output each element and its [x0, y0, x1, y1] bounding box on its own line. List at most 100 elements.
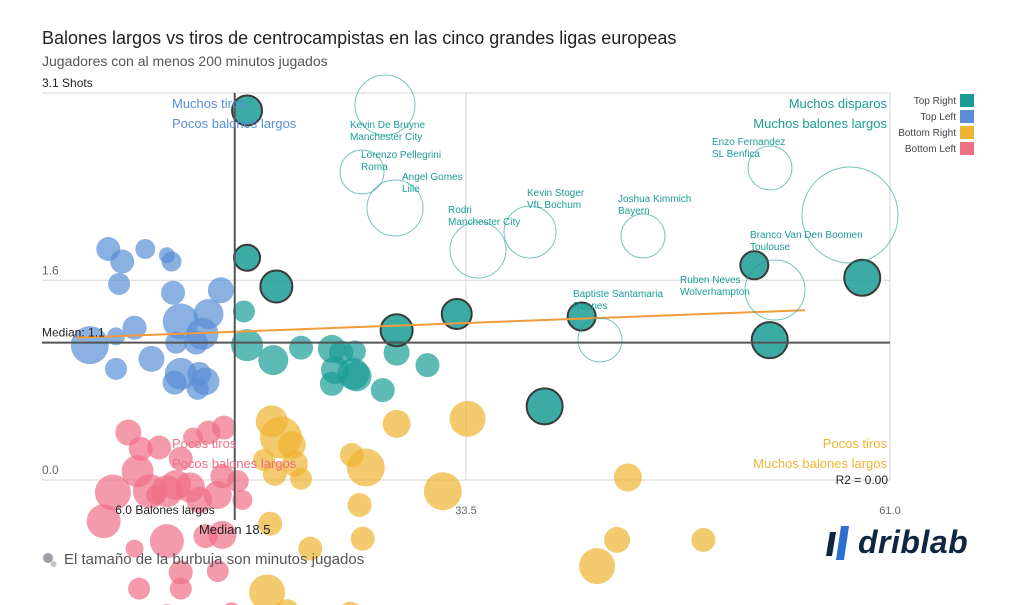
- annotation-player-name: Enzo Fernandez: [712, 137, 785, 148]
- annotation-player-team: Lille: [402, 184, 420, 195]
- bubble-bottom-left: [226, 470, 249, 493]
- quadrant-label-bottom-left: Pocos tiros: [172, 436, 237, 451]
- bubble-bottom-right: [347, 492, 372, 517]
- annotation-player-name: Angel Gomes: [402, 172, 463, 183]
- bubble-top-right: [370, 378, 395, 403]
- annotation-player-name: Joshua Kimmich: [618, 194, 691, 205]
- bubble-top-left: [135, 239, 156, 260]
- bubble-top-left: [138, 345, 165, 372]
- bubble-bottom-right: [258, 511, 283, 536]
- bubble-bottom-left: [147, 435, 172, 460]
- median-y-label: Median: 1.1: [42, 326, 105, 340]
- bubble-bottom-left: [169, 577, 192, 600]
- quadrant-label-top-right: Muchos disparos: [789, 96, 888, 111]
- annotation-connector: [744, 259, 806, 321]
- highlighted-bubble: [525, 387, 564, 426]
- bubble-bottom-left: [211, 415, 236, 440]
- y-tick-label: 0.0: [42, 463, 59, 477]
- bubble-bottom-right: [382, 409, 411, 438]
- annotation-connector: [339, 149, 385, 195]
- bubble-bottom-right: [262, 461, 287, 486]
- legend-swatch: [960, 94, 974, 107]
- footnote: El tamaño de la burbuja son minutos juga…: [42, 551, 364, 568]
- bubble-bottom-left: [149, 524, 184, 559]
- bubble-top-left: [161, 251, 182, 272]
- highlighted-bubble: [440, 297, 473, 330]
- trendline-layer: [75, 309, 806, 339]
- brand: driblab: [822, 522, 968, 562]
- x-tick-label: 33.5: [455, 505, 476, 517]
- bubble-top-right: [258, 345, 289, 376]
- bubble-bottom-left: [125, 539, 144, 558]
- x-tick-label: 61.0: [879, 505, 900, 517]
- annotation-player-team: Toulouse: [750, 242, 790, 253]
- legend-label: Top Left: [920, 112, 956, 123]
- annotation-connector: [747, 145, 793, 191]
- bubble-bottom-right: [346, 448, 385, 487]
- highlighted-bubble: [566, 301, 597, 332]
- bubble-top-left: [105, 357, 128, 380]
- highlighted-bubble: [233, 243, 262, 272]
- bubble-top-right: [232, 300, 255, 323]
- annotation-player-team: Roma: [361, 162, 388, 173]
- bubble-bottom-left: [128, 436, 153, 461]
- bubble-top-right: [343, 340, 366, 363]
- highlighted-bubble: [231, 94, 264, 127]
- bubble-bottom-right: [604, 526, 631, 553]
- bubble-top-left: [70, 326, 109, 365]
- bubble-bottom-right: [290, 467, 313, 490]
- bubble-bottom-left: [86, 504, 121, 539]
- highlighted-bubble: [750, 321, 789, 360]
- legend-swatch: [960, 126, 974, 139]
- highlighted-bubble: [379, 313, 414, 348]
- bubble-top-right: [289, 335, 314, 360]
- annotation-connector: [577, 317, 623, 363]
- bubble-top-left: [186, 377, 209, 400]
- annotation-connector: [449, 221, 507, 279]
- bubble-top-left: [161, 280, 186, 305]
- brand-name: driblab: [858, 523, 969, 560]
- bubble-top-left: [110, 249, 135, 274]
- annotation-connector: [503, 205, 557, 259]
- bubble-bottom-left: [232, 489, 253, 510]
- bubble-bottom-left: [206, 560, 229, 583]
- bubble-top-left: [108, 273, 131, 296]
- legend: Top Right Top Left Bottom Right Bottom Left: [898, 94, 974, 155]
- annotation-player-name: Lorenzo Pellegrini: [361, 150, 441, 161]
- annotation-connector: [366, 179, 424, 237]
- bubble-bottom-left: [224, 602, 239, 605]
- legend-swatch: [960, 142, 974, 155]
- bubble-top-right: [415, 353, 440, 378]
- footnote-text: El tamaño de la burbuja son minutos juga…: [64, 551, 365, 568]
- annotation-player-name: Kevin Stoger: [527, 188, 585, 199]
- bubble-icon: [43, 552, 57, 567]
- annotation-player-name: Ruben Neves: [680, 275, 741, 286]
- quadrant-label-top-left: Muchos tiros: [172, 96, 246, 111]
- bubble-bottom-left: [203, 480, 232, 509]
- x-tick-label: 6.0 Balones largos: [115, 503, 214, 517]
- bubble-bottom-right: [350, 526, 375, 551]
- annotation-player-team: Manchester City: [448, 217, 520, 228]
- legend-swatch: [960, 110, 974, 123]
- bubble-bottom-left: [128, 577, 151, 600]
- driblab-logo-icon: [826, 526, 849, 560]
- bubble-top-right: [383, 339, 410, 366]
- quadrant-label-top-right: Muchos balones largos: [753, 116, 887, 131]
- legend-label: Bottom Right: [898, 128, 956, 139]
- annotation-connector: [620, 213, 666, 259]
- annotation-player-name: Branco Van Den Boomen: [750, 230, 863, 241]
- bubble-bottom-left: [168, 560, 193, 585]
- bubble-bottom-right: [579, 548, 616, 585]
- player-annotations: Kevin De Bruyne Manchester City Lorenzo Pe…: [339, 74, 899, 363]
- bubble-top-right: [319, 371, 344, 396]
- chart-subtitle: Jugadores con al menos 200 minutos jugad…: [42, 53, 328, 69]
- bubble-bottom-right: [298, 536, 323, 561]
- axis-layer: Median 18.5 Median: 1.1 0.0 1.6 3.1 Shots 6.0…: [42, 76, 901, 537]
- annotation-connector: [354, 74, 416, 136]
- y-tick-label: 3.1 Shots: [42, 76, 93, 90]
- bubble-bottom-left: [161, 469, 192, 500]
- annotation-player-name: Kevin De Bruyne: [350, 120, 425, 131]
- bubble-bottom-left: [146, 484, 167, 505]
- bubble-bottom-right: [423, 472, 462, 511]
- r2-label: R2 = 0.00: [836, 473, 889, 487]
